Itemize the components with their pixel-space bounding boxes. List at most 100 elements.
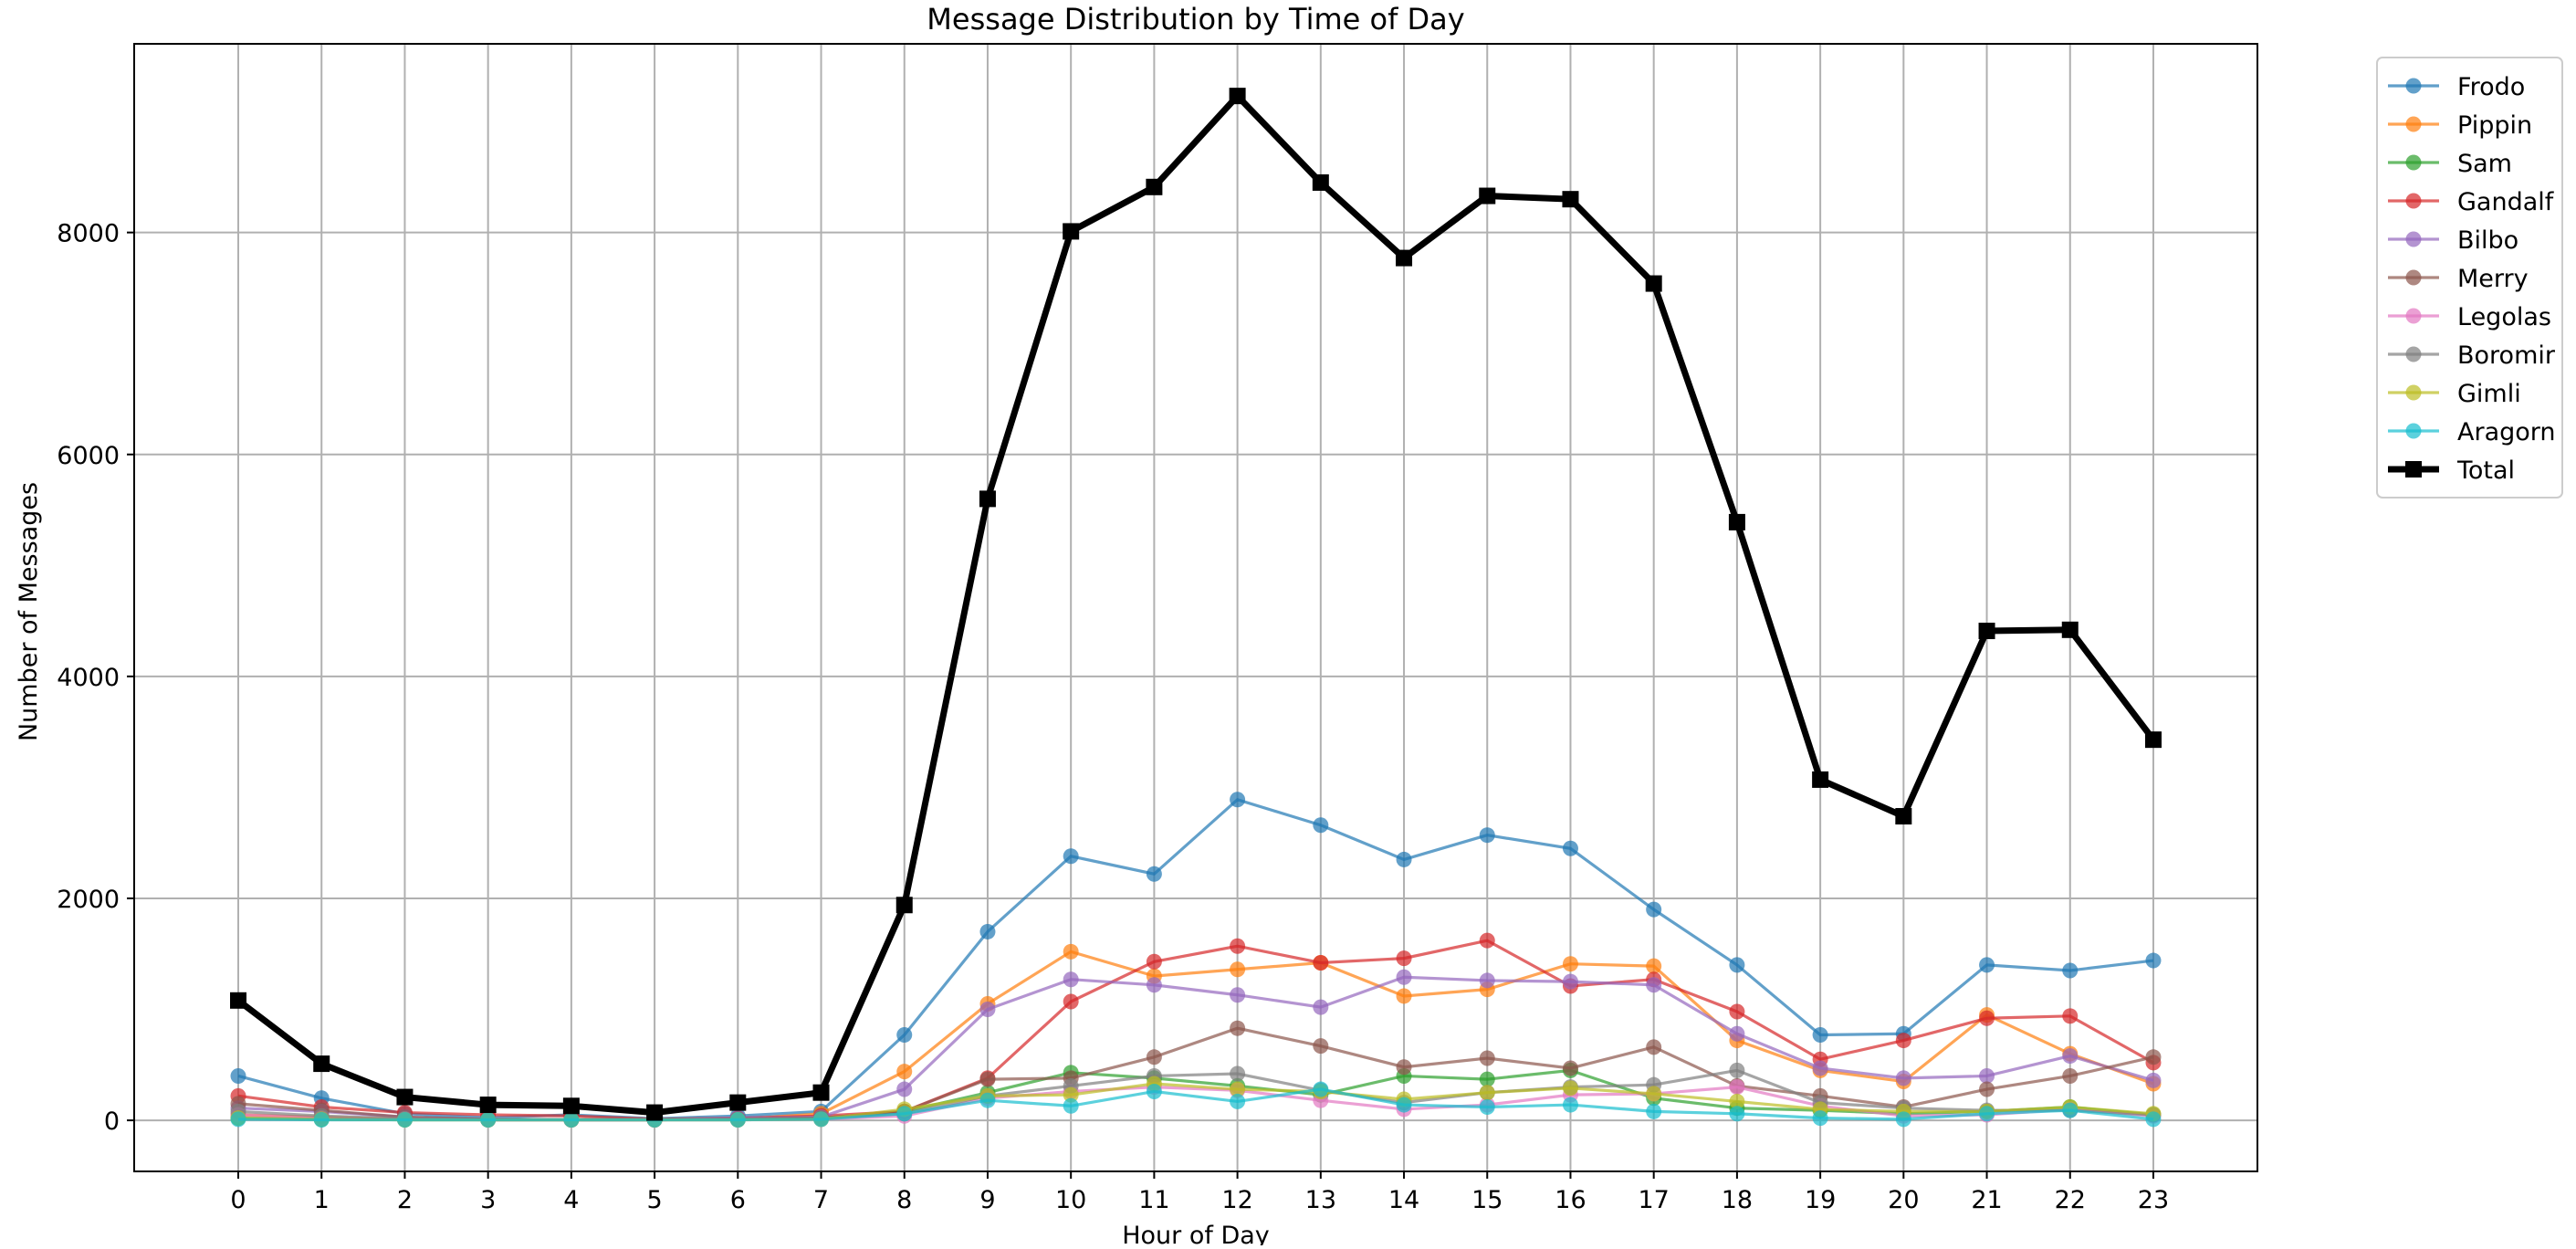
data-point bbox=[1479, 1071, 1495, 1087]
data-point bbox=[1562, 956, 1578, 972]
x-tick-label: 4 bbox=[563, 1186, 579, 1214]
data-point bbox=[1230, 938, 1246, 954]
x-tick-label: 12 bbox=[1221, 1186, 1252, 1214]
data-point bbox=[1562, 973, 1578, 990]
data-point bbox=[1146, 866, 1162, 882]
data-point bbox=[729, 1094, 747, 1111]
data-point bbox=[1562, 191, 1579, 208]
axis-ticks: 0 1 2 3 4 5 6 7 8 9 10 11 12 13 14 15 16 17 18 19 20 21 22 2302… bbox=[57, 220, 2169, 1214]
data-point bbox=[1063, 848, 1079, 865]
data-point bbox=[1396, 1097, 1412, 1113]
y-tick-label: 6000 bbox=[57, 442, 120, 470]
legend-label: Boromir bbox=[2457, 341, 2556, 370]
data-point bbox=[1479, 972, 1495, 989]
legend-item-bilbo: Bilbo bbox=[2388, 226, 2518, 255]
data-point bbox=[562, 1097, 580, 1115]
data-point bbox=[1230, 987, 1246, 1003]
data-point bbox=[1146, 178, 1163, 195]
data-point bbox=[1812, 771, 1829, 788]
x-tick-label: 6 bbox=[730, 1186, 746, 1214]
legend-marker bbox=[2405, 384, 2422, 401]
legend-marker bbox=[2405, 461, 2422, 478]
legend-marker bbox=[2405, 423, 2422, 439]
x-tick-label: 8 bbox=[896, 1186, 912, 1214]
data-point bbox=[1729, 1003, 1745, 1020]
x-tick-label: 21 bbox=[1971, 1186, 2002, 1214]
data-point bbox=[1146, 1049, 1162, 1065]
data-point bbox=[2062, 1102, 2079, 1118]
legend-marker bbox=[2405, 78, 2422, 94]
data-point bbox=[313, 1111, 330, 1128]
data-point bbox=[1646, 1103, 1662, 1119]
data-point bbox=[230, 992, 247, 1009]
series-lines bbox=[230, 88, 2162, 1128]
data-point bbox=[1229, 88, 1246, 105]
data-point bbox=[1230, 961, 1246, 978]
data-point bbox=[1895, 808, 1912, 825]
data-point bbox=[1895, 1070, 1911, 1086]
legend-item-frodo: Frodo bbox=[2388, 73, 2525, 101]
data-point bbox=[979, 1071, 996, 1087]
data-point bbox=[896, 1064, 913, 1080]
data-point bbox=[813, 1111, 830, 1128]
data-point bbox=[979, 1002, 996, 1018]
data-point bbox=[1479, 1098, 1495, 1115]
data-point bbox=[1979, 957, 1995, 973]
legend-marker bbox=[2405, 308, 2422, 324]
x-tick-label: 15 bbox=[1471, 1186, 1503, 1214]
data-point bbox=[1562, 1080, 1578, 1097]
data-point bbox=[1812, 1060, 1828, 1076]
data-point bbox=[1396, 851, 1412, 867]
x-tick-label: 18 bbox=[1722, 1186, 1753, 1214]
data-point bbox=[1396, 950, 1412, 967]
data-point bbox=[979, 923, 996, 939]
data-point bbox=[230, 1067, 246, 1084]
legend-label: Sam bbox=[2457, 150, 2512, 178]
data-point bbox=[1146, 977, 1162, 993]
data-point bbox=[396, 1088, 414, 1106]
data-point bbox=[1729, 1106, 1745, 1122]
data-point bbox=[1979, 1067, 1995, 1084]
data-point bbox=[1063, 971, 1079, 988]
y-tick-label: 0 bbox=[104, 1107, 120, 1136]
x-tick-label: 0 bbox=[230, 1186, 246, 1214]
data-point bbox=[1729, 1062, 1745, 1078]
x-tick-label: 19 bbox=[1805, 1186, 1836, 1214]
data-point bbox=[812, 1084, 830, 1101]
legend-item-pippin: Pippin bbox=[2388, 111, 2532, 140]
data-point bbox=[1313, 954, 1329, 971]
data-point bbox=[729, 1111, 746, 1128]
data-point bbox=[1396, 969, 1412, 985]
data-point bbox=[2062, 962, 2079, 979]
data-point bbox=[2062, 1048, 2079, 1065]
data-point bbox=[1645, 275, 1662, 292]
data-point bbox=[1313, 817, 1329, 834]
data-point bbox=[1728, 513, 1745, 530]
data-point bbox=[1646, 901, 1662, 918]
legend-marker bbox=[2405, 231, 2422, 247]
data-point bbox=[979, 1092, 996, 1108]
series-line-total bbox=[236, 91, 2156, 1117]
legend-item-merry: Merry bbox=[2388, 265, 2529, 293]
data-point bbox=[1230, 1065, 1246, 1082]
x-tick-label: 10 bbox=[1055, 1186, 1086, 1214]
data-point bbox=[1479, 187, 1496, 205]
data-point bbox=[1562, 840, 1578, 856]
data-point bbox=[1646, 958, 1662, 974]
data-point bbox=[1646, 977, 1662, 993]
data-point bbox=[1646, 1039, 1662, 1055]
legend-marker bbox=[2405, 154, 2422, 171]
data-point bbox=[1479, 1085, 1495, 1101]
data-point bbox=[896, 1081, 913, 1097]
x-tick-label: 17 bbox=[1639, 1186, 1670, 1214]
plot-frame bbox=[133, 43, 2258, 1172]
data-point bbox=[480, 1111, 497, 1128]
x-tick-label: 14 bbox=[1388, 1186, 1419, 1214]
legend-marker bbox=[2405, 346, 2422, 362]
data-point bbox=[1312, 173, 1329, 191]
x-tick-label: 11 bbox=[1138, 1186, 1169, 1214]
data-point bbox=[1230, 1020, 1246, 1036]
data-point bbox=[563, 1111, 580, 1128]
